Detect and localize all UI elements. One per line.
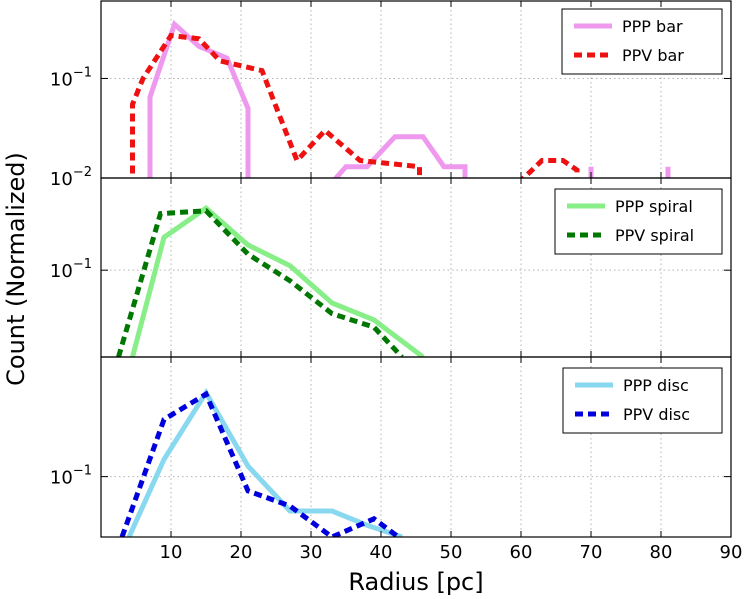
- series-line-ppp-spiral: [130, 205, 425, 357]
- x-tick-label-10: 10: [160, 542, 183, 563]
- y-tick-label-p0-0: 10−1: [50, 65, 92, 90]
- series-line-ppv-spiral: [116, 208, 404, 357]
- series-layer: [116, 19, 671, 537]
- legend-box-disc: [562, 367, 723, 434]
- legend-box-bar: [561, 8, 723, 75]
- legend-label-ppp-bar: PPP bar: [622, 17, 683, 36]
- y-tick-label-p2-0: 10−1: [50, 464, 92, 489]
- x-tick-label-70: 70: [580, 542, 603, 563]
- legend-label-ppp-spiral: PPP spiral: [615, 197, 693, 216]
- tick-layer: 10−1 10−2 10−1 10−1 10 20 30 40 50 60 70 80 90: [50, 1, 743, 563]
- x-axis-title: Radius [pc]: [348, 568, 483, 596]
- legend-label-ppv-bar: PPV bar: [622, 46, 684, 65]
- x-tick-label-30: 30: [300, 542, 323, 563]
- series-line-ppp-bar: [147, 19, 671, 178]
- legend-label-ppp-disc: PPP disc: [623, 376, 689, 395]
- x-tick-label-80: 80: [650, 542, 673, 563]
- legend-box-spiral: [554, 188, 723, 255]
- x-tick-label-90: 90: [720, 542, 743, 563]
- y-tick-label-p0-1: 10−2: [50, 165, 92, 190]
- grid-layer: [101, 1, 731, 537]
- legend-label-ppv-disc: PPV disc: [623, 405, 690, 424]
- x-tick-label-20: 20: [230, 542, 253, 563]
- panel-frame-disc: [100, 356, 732, 538]
- legend-label-ppv-spiral: PPV spiral: [615, 226, 694, 245]
- series-line-ppv-disc: [119, 390, 400, 537]
- series-line-ppv-bar: [130, 32, 580, 178]
- x-tick-label-40: 40: [370, 542, 393, 563]
- legend-layer: PPP bar PPV bar PPP spiral PPV spiral PPP di…: [554, 8, 723, 434]
- y-tick-label-p1-0: 10−1: [50, 257, 92, 282]
- y-axis-title: Count (Normalized): [2, 152, 30, 386]
- frame-layer: [100, 0, 732, 538]
- x-tick-label-50: 50: [440, 542, 463, 563]
- x-tick-label-60: 60: [510, 542, 533, 563]
